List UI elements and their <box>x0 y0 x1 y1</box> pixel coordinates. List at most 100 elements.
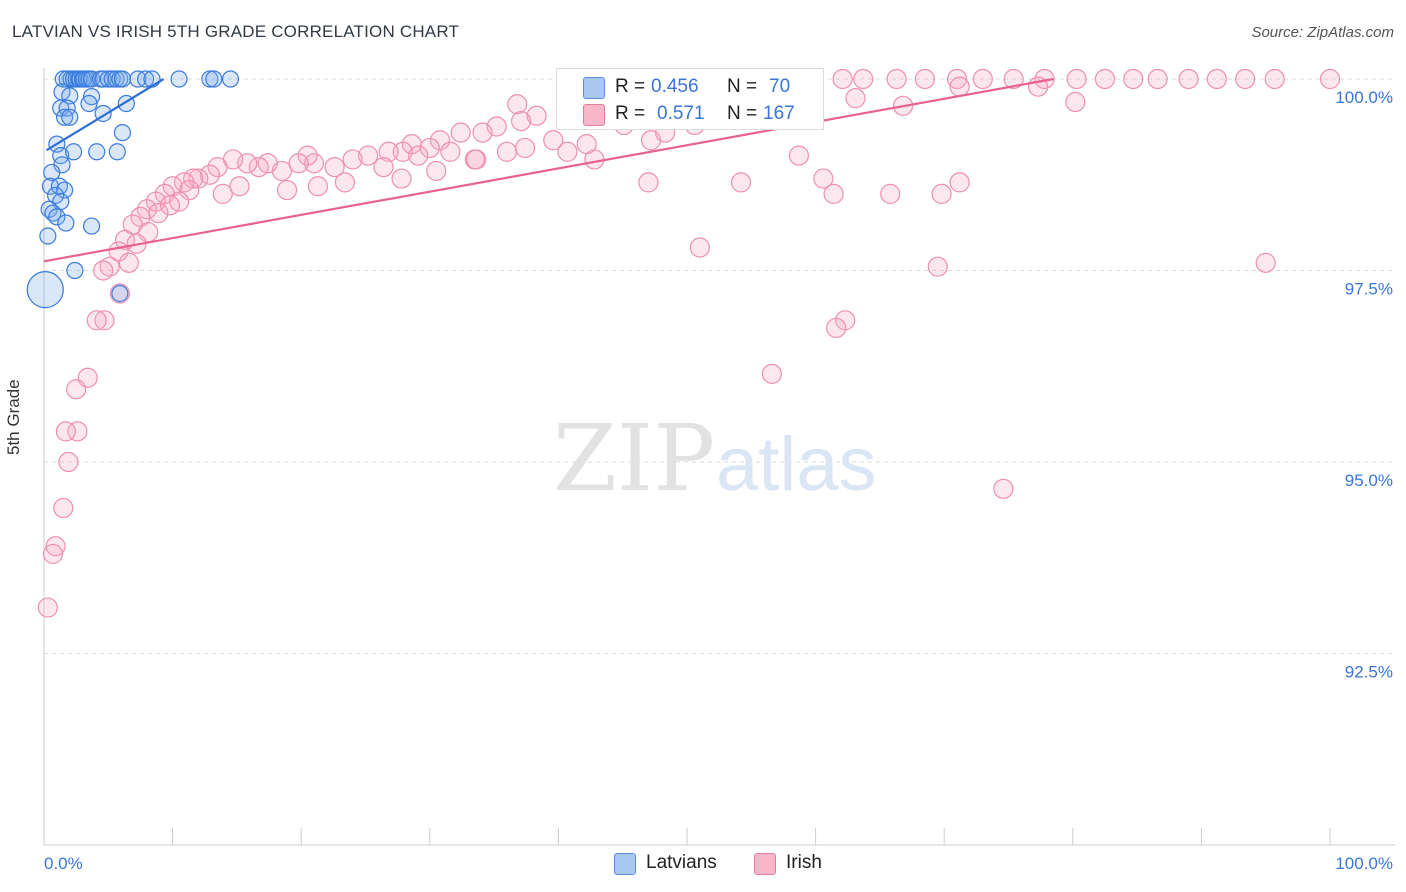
axes <box>43 68 1395 846</box>
irish-point <box>557 141 578 162</box>
latvian-point <box>39 227 57 245</box>
bottom-legend-label-latvians: Latvians <box>646 852 717 873</box>
y-axis-label: 5th Grade <box>4 379 23 455</box>
irish-point <box>931 183 952 204</box>
bottom-legend-label-irish: Irish <box>786 852 822 873</box>
latvian-point <box>57 214 75 232</box>
latvian-point <box>143 70 161 88</box>
irish-point <box>334 172 356 193</box>
irish-point <box>55 421 76 442</box>
irish-point <box>853 68 874 90</box>
irish-point <box>886 68 907 90</box>
irish-point <box>472 122 493 143</box>
irish-point <box>276 179 298 201</box>
y-tick-label: 100.0% <box>1335 88 1393 107</box>
irish-point <box>53 497 74 519</box>
irish-point <box>94 310 115 331</box>
irish-point <box>66 379 87 400</box>
irish-point <box>949 76 970 97</box>
irish-point <box>761 363 782 385</box>
irish-point <box>342 149 363 170</box>
latvian-point <box>43 163 61 182</box>
irish-point <box>1065 91 1086 113</box>
latvian-point <box>82 217 101 235</box>
irish-point <box>426 160 447 182</box>
legend-swatch-irish <box>583 104 605 126</box>
tick-labels: 100.0% 97.5% 95.0% 92.5% 0.0% 100.0% <box>44 88 1393 873</box>
irish-point <box>86 310 107 331</box>
irish-point <box>496 141 518 162</box>
irish-point <box>1206 68 1227 90</box>
irish-point <box>429 130 451 151</box>
irish-point <box>927 256 948 277</box>
irish-point <box>638 172 659 193</box>
latvian-point <box>108 143 126 161</box>
irish-point <box>972 68 993 90</box>
latvian-point <box>205 70 223 88</box>
irish-point <box>229 176 250 197</box>
latvian-point <box>113 70 132 88</box>
irish-point <box>67 421 88 442</box>
irish-point <box>576 134 597 155</box>
irish-point <box>788 145 809 166</box>
irish-point <box>357 145 379 166</box>
irish-point <box>949 172 970 193</box>
irish-point <box>465 149 487 170</box>
latvian-point <box>111 284 129 303</box>
latvian-point <box>41 177 60 195</box>
latvian-point <box>80 94 98 113</box>
latvian-point <box>61 108 79 126</box>
irish-point <box>199 164 220 185</box>
latvian-series <box>26 70 240 309</box>
legend-r-value: 0.571 <box>657 103 705 124</box>
irish-point <box>514 137 536 159</box>
bottom-legend-swatch-irish <box>754 853 776 875</box>
latvian-point <box>136 70 155 88</box>
irish-point <box>993 478 1014 499</box>
latvian-point <box>52 99 70 117</box>
irish-series <box>37 68 1341 618</box>
irish-point <box>1264 68 1285 90</box>
chart-title: LATVIAN VS IRISH 5TH GRADE CORRELATION C… <box>12 22 460 41</box>
irish-point <box>212 183 233 204</box>
irish-point <box>288 153 309 174</box>
irish-point <box>1147 68 1168 90</box>
latvian-point <box>107 70 125 88</box>
irish-point <box>826 317 847 339</box>
irish-point <box>93 260 114 281</box>
irish-point <box>1094 68 1116 90</box>
irish-trend-line <box>43 77 1054 263</box>
latvian-point <box>66 261 84 280</box>
latvian-point <box>48 208 66 226</box>
latvian-point <box>94 70 112 88</box>
irish-point <box>450 122 471 143</box>
legend-r-value: 0.456 <box>651 76 699 97</box>
irish-point <box>42 543 64 565</box>
legend-row-irish: R = 0.571 N = 167 <box>557 100 823 128</box>
irish-point <box>1235 68 1256 90</box>
latvian-trend-line <box>46 78 165 152</box>
irish-point <box>324 156 345 178</box>
latvian-point <box>113 124 132 142</box>
irish-point <box>440 141 461 162</box>
legend-r-label: R = <box>615 76 646 97</box>
irish-point <box>248 156 269 178</box>
legend-n-value: 167 <box>763 103 795 124</box>
irish-point <box>511 111 532 132</box>
legend-n-label: N = <box>727 103 758 124</box>
x-tick-label: 0.0% <box>44 854 83 873</box>
irish-point <box>109 283 130 304</box>
irish-point <box>832 68 853 90</box>
irish-point <box>148 202 169 224</box>
legend-n-label: N = <box>727 76 758 97</box>
x-tick-label: 100.0% <box>1335 854 1393 873</box>
irish-point <box>507 94 528 115</box>
irish-point <box>378 141 399 162</box>
irish-point <box>946 68 968 90</box>
irish-point <box>307 176 329 197</box>
latvian-point <box>221 70 240 88</box>
irish-point <box>45 536 66 557</box>
irish-point <box>118 252 139 273</box>
source-label: Source: ZipAtlas.com <box>1251 24 1394 41</box>
